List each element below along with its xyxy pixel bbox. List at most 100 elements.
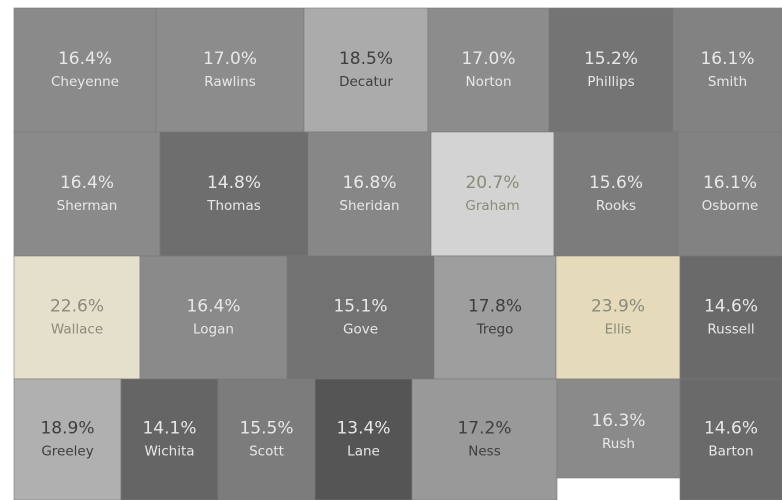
county-name: Sherman: [57, 198, 118, 214]
county-shape: [679, 378, 782, 500]
county-name: Rooks: [596, 198, 636, 214]
county: 17.0% Norton: [427, 7, 550, 133]
county-name: Lane: [347, 444, 380, 460]
county-shape: [411, 378, 558, 500]
county-name: Thomas: [206, 198, 261, 214]
county-shape: [433, 255, 557, 380]
county-value: 17.8%: [468, 297, 522, 317]
county-name: Ness: [468, 444, 500, 460]
county-shape: [159, 131, 309, 257]
county-shape: [677, 131, 782, 257]
county-name: Scott: [249, 444, 284, 460]
county-value: 23.9%: [591, 297, 645, 317]
county-shape: [13, 255, 141, 380]
county-value: 15.5%: [239, 419, 293, 439]
county-name: Osborne: [702, 198, 759, 214]
county: 18.9% Greeley: [13, 378, 122, 500]
county-name: Russell: [707, 322, 754, 338]
county-value: 16.3%: [591, 411, 645, 431]
county: 16.4% Logan: [139, 255, 288, 380]
county-value: 15.1%: [333, 297, 387, 317]
county-shape: [555, 255, 681, 380]
county-shape: [307, 131, 432, 257]
county: 23.9% Ellis: [555, 255, 681, 380]
county: 16.4% Sherman: [13, 131, 161, 257]
county-value: 15.6%: [589, 173, 643, 193]
county-name: Phillips: [587, 74, 634, 90]
county-value: 18.5%: [339, 49, 393, 69]
county: 13.4% Lane: [314, 378, 413, 500]
county-shape: [13, 131, 161, 257]
county-value: 14.8%: [207, 173, 261, 193]
county: 20.7% Graham: [430, 131, 555, 257]
county-name: Decatur: [339, 74, 393, 90]
county: 14.6% Barton: [679, 378, 782, 500]
county-name: Cheyenne: [51, 74, 119, 90]
county-shape: [556, 378, 681, 479]
county-name: Norton: [465, 74, 511, 90]
county-name: Barton: [708, 444, 753, 460]
county: 17.2% Ness: [411, 378, 558, 500]
county-value: 13.4%: [336, 419, 390, 439]
county-shape: [679, 255, 782, 380]
county-shape: [217, 378, 316, 500]
county: 17.8% Trego: [433, 255, 557, 380]
county-value: 17.0%: [203, 49, 257, 69]
county: 14.1% Wichita: [120, 378, 219, 500]
county-value: 15.2%: [584, 49, 638, 69]
county-value: 16.4%: [60, 173, 114, 193]
county-name: Ellis: [605, 322, 632, 338]
county-shape: [120, 378, 219, 500]
county-value: 16.4%: [186, 297, 240, 317]
county-name: Rawlins: [204, 74, 256, 90]
county: 15.5% Scott: [217, 378, 316, 500]
county: 15.2% Phillips: [548, 7, 674, 133]
county-shape: [314, 378, 413, 500]
county-name: Smith: [708, 74, 747, 90]
county-value: 14.1%: [142, 419, 196, 439]
county: 16.1% Smith: [672, 7, 782, 133]
county-shape: [427, 7, 550, 133]
county-name: Greeley: [41, 444, 93, 460]
county: 14.6% Russell: [679, 255, 782, 380]
county-value: 16.1%: [700, 49, 754, 69]
county-shape: [139, 255, 288, 380]
county: 17.0% Rawlins: [155, 7, 305, 133]
county: 16.3% Rush: [556, 378, 681, 479]
county-value: 16.8%: [342, 173, 396, 193]
county-name: Wichita: [144, 444, 194, 460]
county: 15.6% Rooks: [553, 131, 679, 257]
county-name: Graham: [465, 198, 519, 214]
county-name: Trego: [476, 322, 514, 338]
county: 16.8% Sheridan: [307, 131, 432, 257]
county-value: 22.6%: [50, 297, 104, 317]
county-name: Logan: [193, 322, 234, 338]
county-value: 14.6%: [704, 419, 758, 439]
county-name: Sheridan: [339, 198, 399, 214]
county-value: 17.2%: [457, 419, 511, 439]
county-value: 16.1%: [703, 173, 757, 193]
county: 16.4% Cheyenne: [13, 7, 157, 133]
county: 15.1% Gove: [286, 255, 435, 380]
county-shape: [13, 7, 157, 133]
county-shape: [303, 7, 429, 133]
county-name: Rush: [602, 436, 635, 452]
county-shape: [286, 255, 435, 380]
county-value: 14.6%: [704, 297, 758, 317]
county-shape: [548, 7, 674, 133]
county-shape: [672, 7, 782, 133]
county-shape: [13, 378, 122, 500]
county-value: 20.7%: [465, 173, 519, 193]
county: 22.6% Wallace: [13, 255, 141, 380]
county: 18.5% Decatur: [303, 7, 429, 133]
county: 14.8% Thomas: [159, 131, 309, 257]
county-shape: [430, 131, 555, 257]
county-shape: [553, 131, 679, 257]
county-shape: [155, 7, 305, 133]
county: 16.1% Osborne: [677, 131, 782, 257]
county-name: Gove: [343, 322, 378, 338]
county-name: Wallace: [51, 322, 103, 338]
county-value: 17.0%: [461, 49, 515, 69]
county-value: 18.9%: [40, 419, 94, 439]
